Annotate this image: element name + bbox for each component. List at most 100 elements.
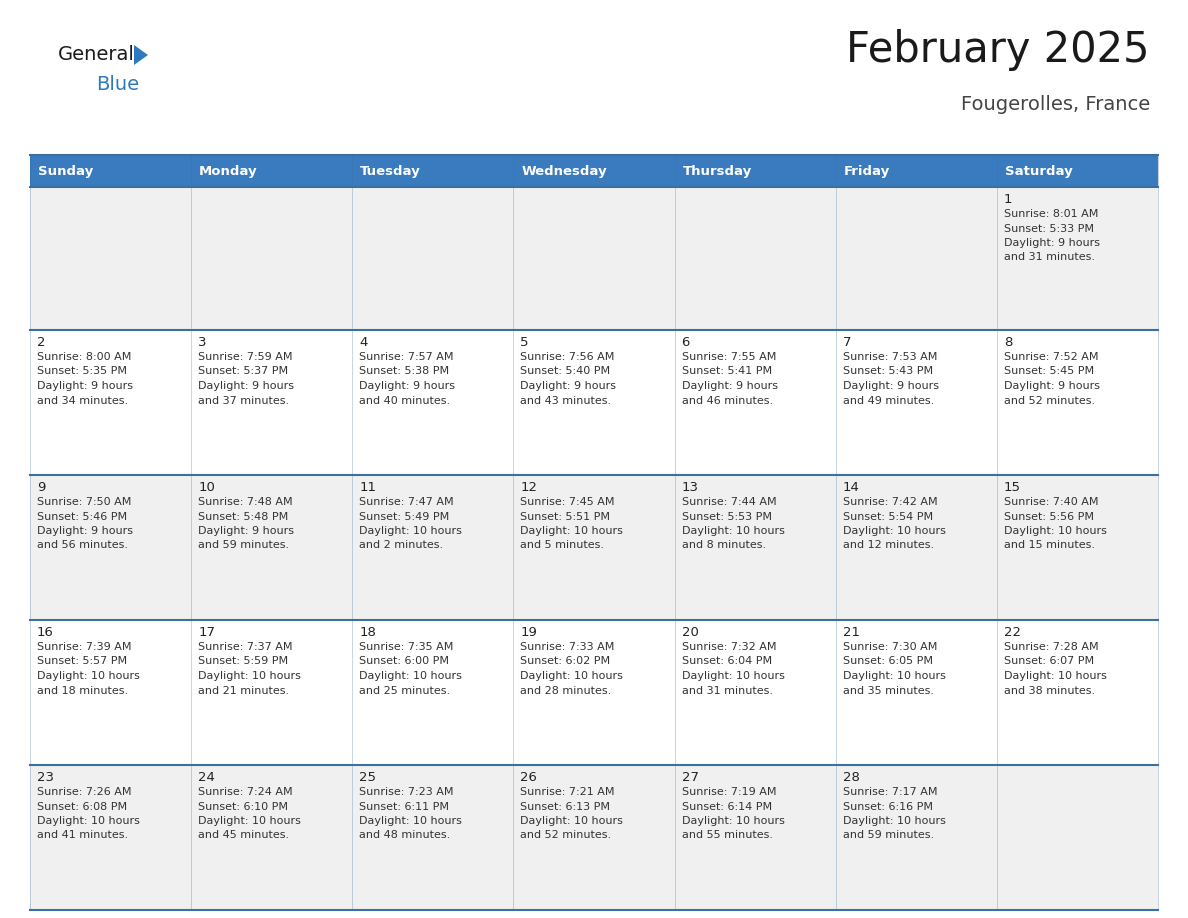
Text: Daylight: 9 hours: Daylight: 9 hours [198,381,295,391]
Text: Sunrise: 7:32 AM: Sunrise: 7:32 AM [682,642,776,652]
Text: Sunset: 6:13 PM: Sunset: 6:13 PM [520,801,611,812]
Text: Sunrise: 8:00 AM: Sunrise: 8:00 AM [37,352,132,362]
Bar [513,155,675,187]
Text: Sunset: 5:56 PM: Sunset: 5:56 PM [1004,511,1094,521]
Text: Sunrise: 7:35 AM: Sunrise: 7:35 AM [359,642,454,652]
Text: Sunrise: 7:17 AM: Sunrise: 7:17 AM [842,787,937,797]
Text: Sunset: 5:33 PM: Sunset: 5:33 PM [1004,223,1094,233]
Text: and 31 minutes.: and 31 minutes. [682,686,772,696]
Text: and 40 minutes.: and 40 minutes. [359,396,450,406]
Text: and 21 minutes.: and 21 minutes. [198,686,289,696]
Text: 16: 16 [37,626,53,639]
Text: Sunrise: 7:37 AM: Sunrise: 7:37 AM [198,642,292,652]
Bar [353,765,513,910]
Text: Sunrise: 7:50 AM: Sunrise: 7:50 AM [37,497,132,507]
Text: Sunday: Sunday [38,164,94,177]
Bar [997,330,1158,475]
Text: Sunset: 5:37 PM: Sunset: 5:37 PM [198,366,289,376]
Text: Sunset: 6:16 PM: Sunset: 6:16 PM [842,801,933,812]
Text: 7: 7 [842,336,852,349]
Text: Monday: Monday [200,164,258,177]
Text: Daylight: 9 hours: Daylight: 9 hours [842,381,939,391]
Text: and 34 minutes.: and 34 minutes. [37,396,128,406]
Text: 27: 27 [682,771,699,784]
Text: Sunrise: 7:23 AM: Sunrise: 7:23 AM [359,787,454,797]
Text: Sunrise: 7:59 AM: Sunrise: 7:59 AM [198,352,292,362]
Text: Tuesday: Tuesday [360,164,421,177]
Text: 23: 23 [37,771,53,784]
Text: and 2 minutes.: and 2 minutes. [359,541,443,551]
Text: and 56 minutes.: and 56 minutes. [37,541,128,551]
Text: Sunrise: 7:53 AM: Sunrise: 7:53 AM [842,352,937,362]
Text: and 59 minutes.: and 59 minutes. [198,541,289,551]
Text: Sunrise: 7:44 AM: Sunrise: 7:44 AM [682,497,776,507]
Text: Daylight: 10 hours: Daylight: 10 hours [842,816,946,826]
Text: 21: 21 [842,626,860,639]
Bar [675,620,835,765]
Text: and 5 minutes.: and 5 minutes. [520,541,605,551]
Text: Blue: Blue [96,75,139,94]
Text: Sunset: 6:10 PM: Sunset: 6:10 PM [198,801,289,812]
Text: Sunrise: 7:19 AM: Sunrise: 7:19 AM [682,787,776,797]
Bar [30,330,191,475]
Text: Sunrise: 7:21 AM: Sunrise: 7:21 AM [520,787,615,797]
Text: 17: 17 [198,626,215,639]
Text: Sunset: 6:02 PM: Sunset: 6:02 PM [520,656,611,666]
Bar [30,475,191,620]
Bar [30,620,191,765]
Text: Sunset: 5:51 PM: Sunset: 5:51 PM [520,511,611,521]
Text: Daylight: 9 hours: Daylight: 9 hours [198,526,295,536]
Bar [513,765,675,910]
Text: and 52 minutes.: and 52 minutes. [1004,396,1095,406]
Text: 2: 2 [37,336,45,349]
Text: Sunset: 6:04 PM: Sunset: 6:04 PM [682,656,772,666]
Bar [353,475,513,620]
Text: 22: 22 [1004,626,1020,639]
Bar [675,765,835,910]
Text: 10: 10 [198,481,215,494]
Text: and 49 minutes.: and 49 minutes. [842,396,934,406]
Text: 28: 28 [842,771,860,784]
Text: Saturday: Saturday [1005,164,1073,177]
Text: 4: 4 [359,336,367,349]
Bar [513,330,675,475]
Text: 24: 24 [198,771,215,784]
Bar [513,475,675,620]
Text: Sunrise: 7:26 AM: Sunrise: 7:26 AM [37,787,132,797]
Text: General: General [58,46,135,64]
Text: Wednesday: Wednesday [522,164,607,177]
Text: Sunset: 6:08 PM: Sunset: 6:08 PM [37,801,127,812]
Bar [353,330,513,475]
Text: Daylight: 10 hours: Daylight: 10 hours [359,671,462,681]
Text: and 43 minutes.: and 43 minutes. [520,396,612,406]
Text: 20: 20 [682,626,699,639]
Text: and 28 minutes.: and 28 minutes. [520,686,612,696]
Text: Sunset: 5:45 PM: Sunset: 5:45 PM [1004,366,1094,376]
Bar [191,187,353,330]
Text: Sunset: 6:14 PM: Sunset: 6:14 PM [682,801,772,812]
Text: 14: 14 [842,481,860,494]
Text: 1: 1 [1004,193,1012,206]
Text: Daylight: 10 hours: Daylight: 10 hours [37,816,140,826]
Bar [835,330,997,475]
Text: Daylight: 10 hours: Daylight: 10 hours [842,526,946,536]
Bar [997,620,1158,765]
Bar [997,187,1158,330]
Text: Daylight: 10 hours: Daylight: 10 hours [37,671,140,681]
Text: Daylight: 10 hours: Daylight: 10 hours [682,526,784,536]
Text: 11: 11 [359,481,377,494]
Text: and 35 minutes.: and 35 minutes. [842,686,934,696]
Text: Daylight: 10 hours: Daylight: 10 hours [198,816,301,826]
Bar [191,475,353,620]
Text: and 31 minutes.: and 31 minutes. [1004,252,1095,263]
Text: and 59 minutes.: and 59 minutes. [842,831,934,841]
Text: 5: 5 [520,336,529,349]
Text: and 41 minutes.: and 41 minutes. [37,831,128,841]
Text: Sunset: 5:49 PM: Sunset: 5:49 PM [359,511,449,521]
Text: Daylight: 10 hours: Daylight: 10 hours [1004,671,1107,681]
Bar [191,620,353,765]
Text: Daylight: 10 hours: Daylight: 10 hours [198,671,301,681]
Text: Daylight: 9 hours: Daylight: 9 hours [37,381,133,391]
Text: and 18 minutes.: and 18 minutes. [37,686,128,696]
Text: Daylight: 10 hours: Daylight: 10 hours [520,816,624,826]
